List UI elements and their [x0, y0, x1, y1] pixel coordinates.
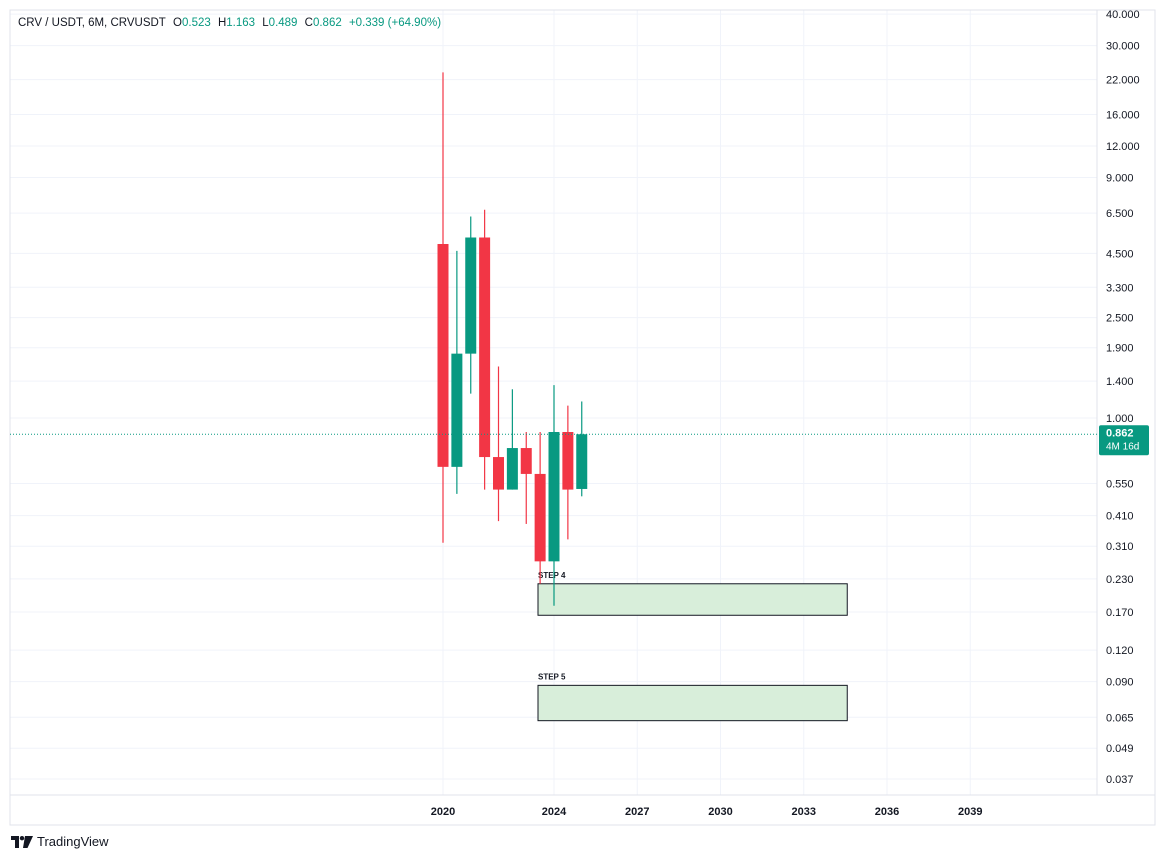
price-tick-label: 0.090 — [1106, 677, 1134, 689]
time-tick-label: 2033 — [792, 806, 816, 818]
candle-body — [506, 448, 518, 490]
price-axis-ticks: 40.000 30.000 22.000 16.000 12.000 9.000 6.500… — [1106, 9, 1140, 786]
candle-body — [534, 473, 546, 562]
price-tick-label: 3.300 — [1106, 282, 1134, 294]
tradingview-brand[interactable]: TradingView — [11, 834, 109, 849]
price-tick-label: 0.310 — [1106, 541, 1134, 553]
time-tick-label: 2024 — [542, 806, 567, 818]
time-axis-ticks: 2020 2024 2027 2030 2033 2036 2039 — [431, 806, 983, 818]
price-tick-label: 16.000 — [1106, 109, 1140, 121]
high-label: H — [217, 17, 227, 29]
open-value: 0.523 — [181, 17, 211, 29]
symbol-title: CRV / USDT, 6M, CRVUSDT — [18, 17, 166, 29]
tradingview-name: TradingView — [37, 834, 109, 849]
current-price-tag-bg — [1099, 425, 1149, 456]
candle-body — [493, 457, 504, 490]
price-tick-label: 0.550 — [1106, 478, 1134, 490]
close-value: 0.862 — [312, 17, 342, 29]
tradingview-logo-icon — [11, 835, 33, 848]
price-tick-label: 9.000 — [1106, 172, 1134, 184]
price-tick-label: 1.000 — [1106, 413, 1134, 425]
price-tick-label: 40.000 — [1106, 9, 1140, 21]
price-tick-label: 12.000 — [1106, 141, 1140, 153]
price-tick-label: 0.230 — [1106, 574, 1134, 586]
time-axis-frame — [9, 794, 1156, 826]
price-tick-label: 6.500 — [1106, 208, 1134, 220]
low-label: L — [262, 17, 269, 29]
change-value: +0.339 (+64.90%) — [348, 17, 442, 29]
time-tick-label: 2036 — [875, 806, 899, 818]
candle-body — [451, 353, 463, 467]
price-tick-label: 1.900 — [1106, 343, 1134, 355]
price-tick-label: 0.120 — [1106, 645, 1134, 657]
high-value: 1.163 — [226, 17, 256, 29]
candle-body — [576, 434, 588, 489]
candle-body — [548, 431, 560, 562]
price-tick-label: 0.037 — [1106, 774, 1134, 786]
demand-zones: STEP 4 STEP 5 — [537, 571, 848, 722]
price-tick-label: 0.065 — [1106, 712, 1134, 724]
candle-body — [437, 244, 449, 467]
time-tick-label: 2020 — [431, 806, 455, 818]
candle-body — [520, 448, 532, 474]
close-label: C — [304, 17, 313, 29]
open-label: O — [173, 17, 182, 29]
candles — [437, 72, 588, 606]
zone-label: STEP 4 — [538, 571, 566, 580]
current-price-countdown: 4M 16d — [1106, 441, 1139, 452]
price-tick-label: 0.170 — [1106, 607, 1134, 619]
current-price-value: 0.862 — [1106, 427, 1134, 439]
candle-body — [465, 237, 477, 354]
candle-body — [479, 237, 491, 458]
current-price-tag: 0.862 4M 16d — [1099, 425, 1149, 456]
candle-body — [562, 431, 574, 490]
zone-label: STEP 5 — [538, 672, 566, 681]
time-tick-label: 2030 — [708, 806, 732, 818]
price-tick-label: 22.000 — [1106, 75, 1140, 87]
price-tick-label: 2.500 — [1106, 313, 1134, 325]
time-tick-label: 2027 — [625, 806, 649, 818]
low-value: 0.489 — [268, 17, 298, 29]
time-tick-label: 2039 — [958, 806, 982, 818]
zone-box — [537, 684, 848, 722]
price-tick-label: 4.500 — [1106, 248, 1134, 260]
price-tick-label: 30.000 — [1106, 41, 1140, 53]
zone-box — [537, 583, 848, 616]
price-tick-label: 0.410 — [1106, 511, 1134, 523]
price-tick-label: 1.400 — [1106, 376, 1134, 388]
price-tick-label: 0.049 — [1106, 743, 1134, 755]
symbol-legend: CRV / USDT, 6M, CRVUSDT O0.523 H1.163 L0… — [18, 17, 445, 29]
